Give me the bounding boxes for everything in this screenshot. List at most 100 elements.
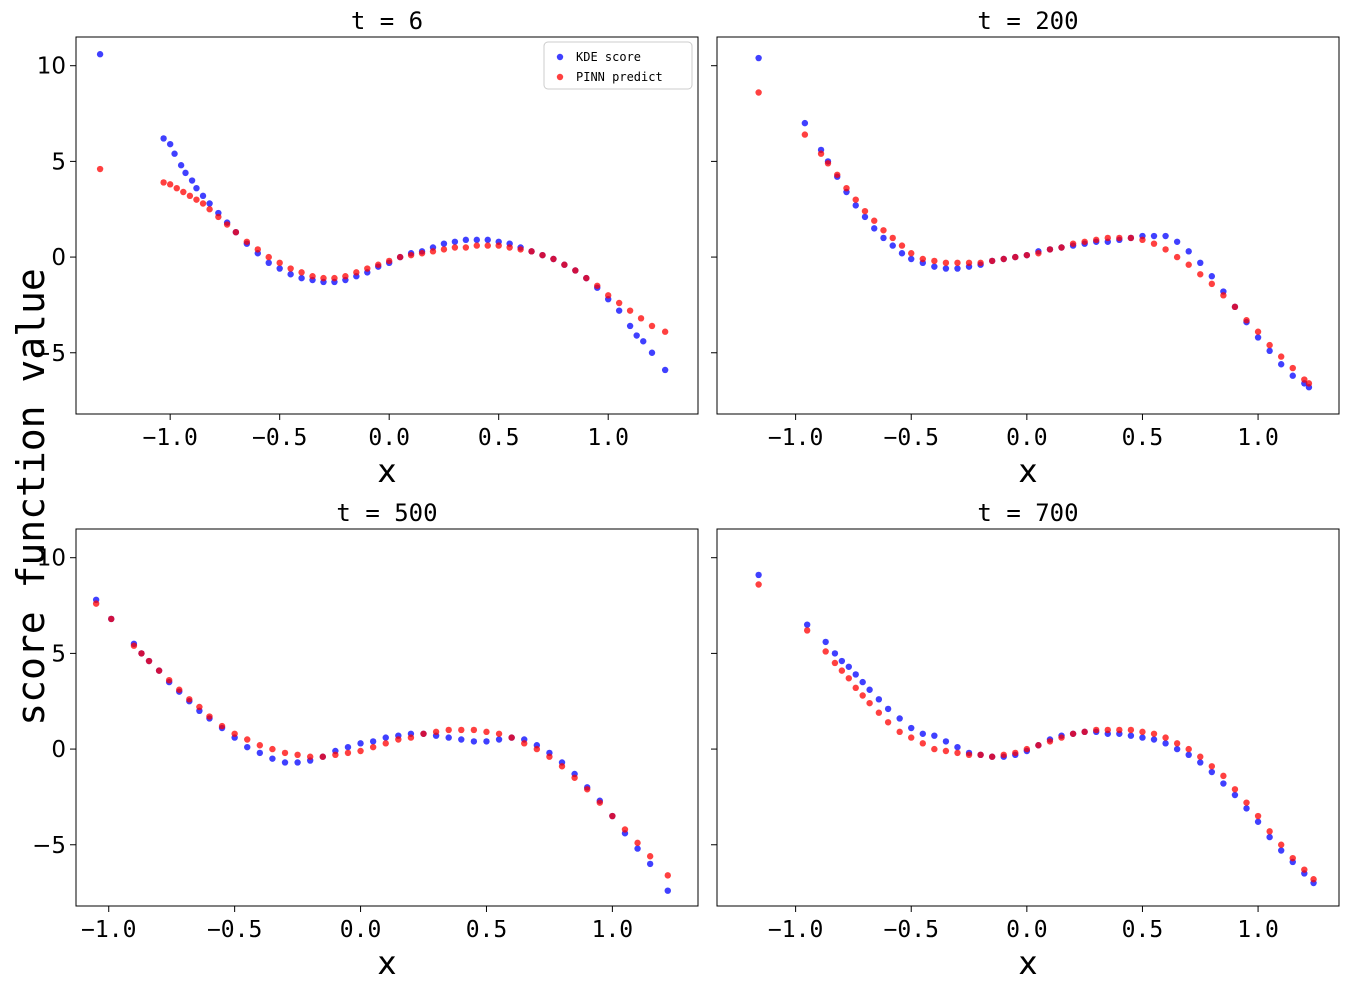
data-point xyxy=(1116,234,1123,242)
data-point xyxy=(931,745,938,753)
data-point xyxy=(1254,328,1262,335)
data-point xyxy=(232,228,240,236)
data-point xyxy=(342,273,349,280)
data-point xyxy=(244,743,251,751)
x-tick-label: 0.5 xyxy=(466,917,508,943)
data-point xyxy=(896,715,903,722)
y-tick-label: 10 xyxy=(37,546,66,572)
data-point xyxy=(429,248,437,255)
data-point xyxy=(861,207,869,215)
data-point xyxy=(1127,732,1135,739)
data-point xyxy=(1208,763,1216,770)
data-point xyxy=(640,338,647,345)
data-point xyxy=(889,242,896,249)
x-tick-label: −0.5 xyxy=(884,425,939,451)
y-axis-label: score function value xyxy=(9,268,53,726)
data-point xyxy=(852,202,859,209)
data-point xyxy=(919,740,926,747)
data-point xyxy=(942,747,950,755)
data-point xyxy=(470,726,478,734)
data-point xyxy=(942,259,950,267)
data-point xyxy=(495,730,503,737)
data-point xyxy=(605,292,612,299)
data-point xyxy=(1150,730,1158,737)
data-point xyxy=(633,332,640,339)
data-point xyxy=(1266,341,1273,349)
data-point xyxy=(954,749,961,757)
data-point xyxy=(931,732,938,739)
panel-1: t = 6 −1.0 −0.5 0.0 0.5 1.0 x 10 5 0 −5 KDE score PI… xyxy=(32,7,699,490)
x-tick-label: 0.0 xyxy=(1006,425,1048,451)
data-point xyxy=(533,745,541,753)
data-point xyxy=(845,663,852,670)
data-point xyxy=(1035,250,1042,257)
series-pinn xyxy=(96,165,669,335)
series-pinn xyxy=(755,89,1313,387)
data-point xyxy=(1173,253,1181,261)
data-point xyxy=(357,747,364,755)
data-point xyxy=(1093,726,1100,734)
x-axis-label: x xyxy=(378,452,397,490)
data-point xyxy=(269,755,276,762)
data-point xyxy=(831,650,839,657)
data-point xyxy=(396,253,404,261)
data-point xyxy=(1093,236,1100,244)
axes-frame xyxy=(75,36,699,415)
data-point xyxy=(215,213,222,221)
data-point xyxy=(1058,244,1065,251)
data-point xyxy=(484,242,491,249)
data-point xyxy=(256,742,264,749)
data-point xyxy=(508,734,515,741)
panel-title: t = 6 xyxy=(351,7,423,35)
data-point xyxy=(942,738,950,745)
data-point xyxy=(550,255,557,263)
data-point xyxy=(1197,271,1204,278)
data-point xyxy=(319,753,326,760)
data-point xyxy=(1197,259,1204,267)
data-point xyxy=(521,740,528,747)
data-point xyxy=(803,621,811,628)
data-point xyxy=(664,887,671,894)
data-point xyxy=(1185,745,1192,753)
data-point xyxy=(407,251,415,259)
data-point xyxy=(1243,317,1250,324)
y-tick-label: 10 xyxy=(37,54,66,80)
data-point xyxy=(583,274,590,282)
data-point xyxy=(661,328,669,335)
data-point xyxy=(866,686,873,693)
data-point xyxy=(889,234,896,242)
data-point xyxy=(395,736,402,743)
data-point xyxy=(908,724,915,732)
data-point xyxy=(287,265,294,272)
data-point xyxy=(845,675,852,682)
x-axis-label: x xyxy=(378,944,397,982)
data-point xyxy=(1058,734,1065,741)
data-point xyxy=(364,265,371,272)
x-tick-label: 1.0 xyxy=(587,425,629,451)
data-point xyxy=(1289,364,1296,372)
data-point xyxy=(165,676,173,684)
data-point xyxy=(1000,751,1007,759)
data-point xyxy=(1266,828,1273,835)
data-point xyxy=(206,200,213,207)
data-point xyxy=(822,648,829,655)
data-point xyxy=(138,650,145,657)
data-point xyxy=(223,221,231,228)
data-point xyxy=(206,713,213,720)
data-point xyxy=(306,753,314,760)
data-point xyxy=(483,728,490,736)
data-point xyxy=(822,638,829,646)
data-point xyxy=(1220,780,1227,787)
data-point xyxy=(440,246,448,253)
x-tick-label: 0.5 xyxy=(1122,917,1164,943)
data-point xyxy=(875,709,883,716)
axes-frame xyxy=(716,36,1340,415)
data-point xyxy=(1150,232,1158,240)
panel-2: t = 200 −1.0 −0.5 0.0 0.5 1.0 x xyxy=(711,7,1340,490)
data-point xyxy=(418,250,426,257)
data-point xyxy=(92,600,100,607)
legend: KDE score PINN predict xyxy=(543,41,693,90)
data-point xyxy=(96,165,104,173)
data-point xyxy=(231,730,238,737)
data-point xyxy=(199,200,207,207)
